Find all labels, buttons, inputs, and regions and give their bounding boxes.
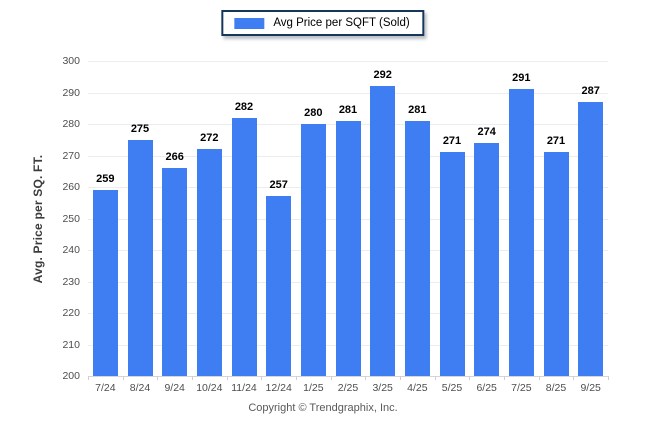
x-axis-tick [608, 376, 609, 380]
y-axis-tick-label: 210 [62, 338, 80, 351]
x-axis-tick [434, 376, 436, 380]
x-axis-tick-label: 12/24 [265, 382, 292, 394]
bar-value-label: 271 [546, 135, 566, 148]
y-axis-tick-label: 240 [62, 244, 80, 256]
bar-value-label: 281 [408, 103, 427, 116]
x-axis-tick [538, 376, 540, 380]
x-axis-tick [88, 376, 89, 380]
bar-value-label: 271 [442, 135, 462, 148]
bar [300, 124, 326, 376]
bar [266, 196, 292, 376]
y-axis-tick-label: 300 [62, 55, 80, 67]
bar-value-label: 259 [96, 173, 115, 186]
x-axis-tick [192, 376, 193, 380]
x-axis-tick [157, 376, 159, 380]
x-axis-tick-label: 1/25 [303, 382, 324, 394]
bar [92, 190, 118, 376]
y-axis-tick-label: 220 [62, 307, 80, 319]
x-axis-tick [122, 376, 124, 380]
bar-value-label: 282 [234, 100, 254, 113]
x-axis-tick [400, 376, 401, 380]
x-axis-tick-label: 5/25 [441, 382, 463, 394]
bar-value-label: 275 [130, 122, 150, 135]
x-axis-tick-label: 7/25 [511, 382, 532, 394]
bar [404, 120, 430, 376]
x-axis-tick-label: 8/24 [129, 382, 151, 394]
legend-swatch-icon [234, 17, 265, 29]
y-axis-title: Avg. Price per SQ. FT. [31, 154, 45, 284]
gridline [88, 61, 608, 62]
bar [196, 149, 222, 376]
x-axis-tick-label: 10/24 [196, 382, 223, 394]
y-axis-tick-label: 280 [62, 118, 80, 130]
x-axis-tick [469, 376, 471, 380]
x-axis-tick [330, 376, 332, 380]
x-axis-tick-label: 6/25 [476, 382, 497, 394]
bar [231, 117, 257, 376]
bar-value-label: 280 [304, 107, 323, 119]
x-axis-tick-label: 11/24 [231, 382, 257, 394]
x-axis-tick-label: 4/25 [407, 382, 428, 394]
x-axis-tick [296, 376, 297, 380]
bar [474, 142, 500, 376]
y-axis-tick-label: 230 [62, 275, 80, 288]
bar-value-label: 274 [477, 125, 496, 138]
bar-value-label: 281 [338, 103, 358, 116]
x-axis-tick-label: 3/25 [372, 382, 393, 394]
x-axis-line [88, 376, 608, 377]
bar-value-label: 257 [269, 179, 288, 192]
y-axis-tick-label: 290 [62, 86, 80, 99]
legend-label: Avg Price per SQFT (Sold) [273, 17, 410, 29]
y-axis-tick-label: 200 [62, 370, 80, 382]
legend: Avg Price per SQFT (Sold) [221, 10, 425, 36]
x-axis-tick-label: 7/24 [95, 382, 116, 394]
x-axis-tick [226, 376, 228, 380]
bar [543, 152, 569, 376]
y-axis-tick-label: 260 [62, 181, 80, 193]
gridline [88, 92, 608, 94]
x-axis-tick-label: 9/25 [580, 382, 601, 394]
bar [439, 152, 465, 376]
bar-value-label: 266 [165, 151, 184, 164]
x-axis-tick [504, 376, 505, 380]
x-axis-tick-label: 2/25 [337, 382, 359, 394]
bar [335, 120, 361, 376]
bar [578, 101, 604, 376]
y-axis-tick-label: 270 [62, 149, 80, 162]
bar [508, 89, 534, 376]
bar-value-label: 287 [581, 84, 600, 97]
bar-value-label: 292 [373, 69, 392, 82]
x-axis-tick-label: 9/24 [164, 382, 185, 394]
x-axis-tick [573, 376, 575, 380]
x-axis-tick-label: 8/25 [545, 382, 567, 394]
y-axis-tick-label: 250 [62, 212, 80, 225]
bar-value-label: 272 [200, 132, 219, 145]
x-axis-tick [365, 376, 367, 380]
copyright-text: Copyright © Trendgraphix, Inc. [248, 402, 398, 414]
bar [162, 168, 188, 376]
bar-value-label: 291 [512, 72, 531, 85]
bar [127, 139, 153, 376]
bar [370, 86, 396, 376]
x-axis-tick [261, 376, 263, 380]
